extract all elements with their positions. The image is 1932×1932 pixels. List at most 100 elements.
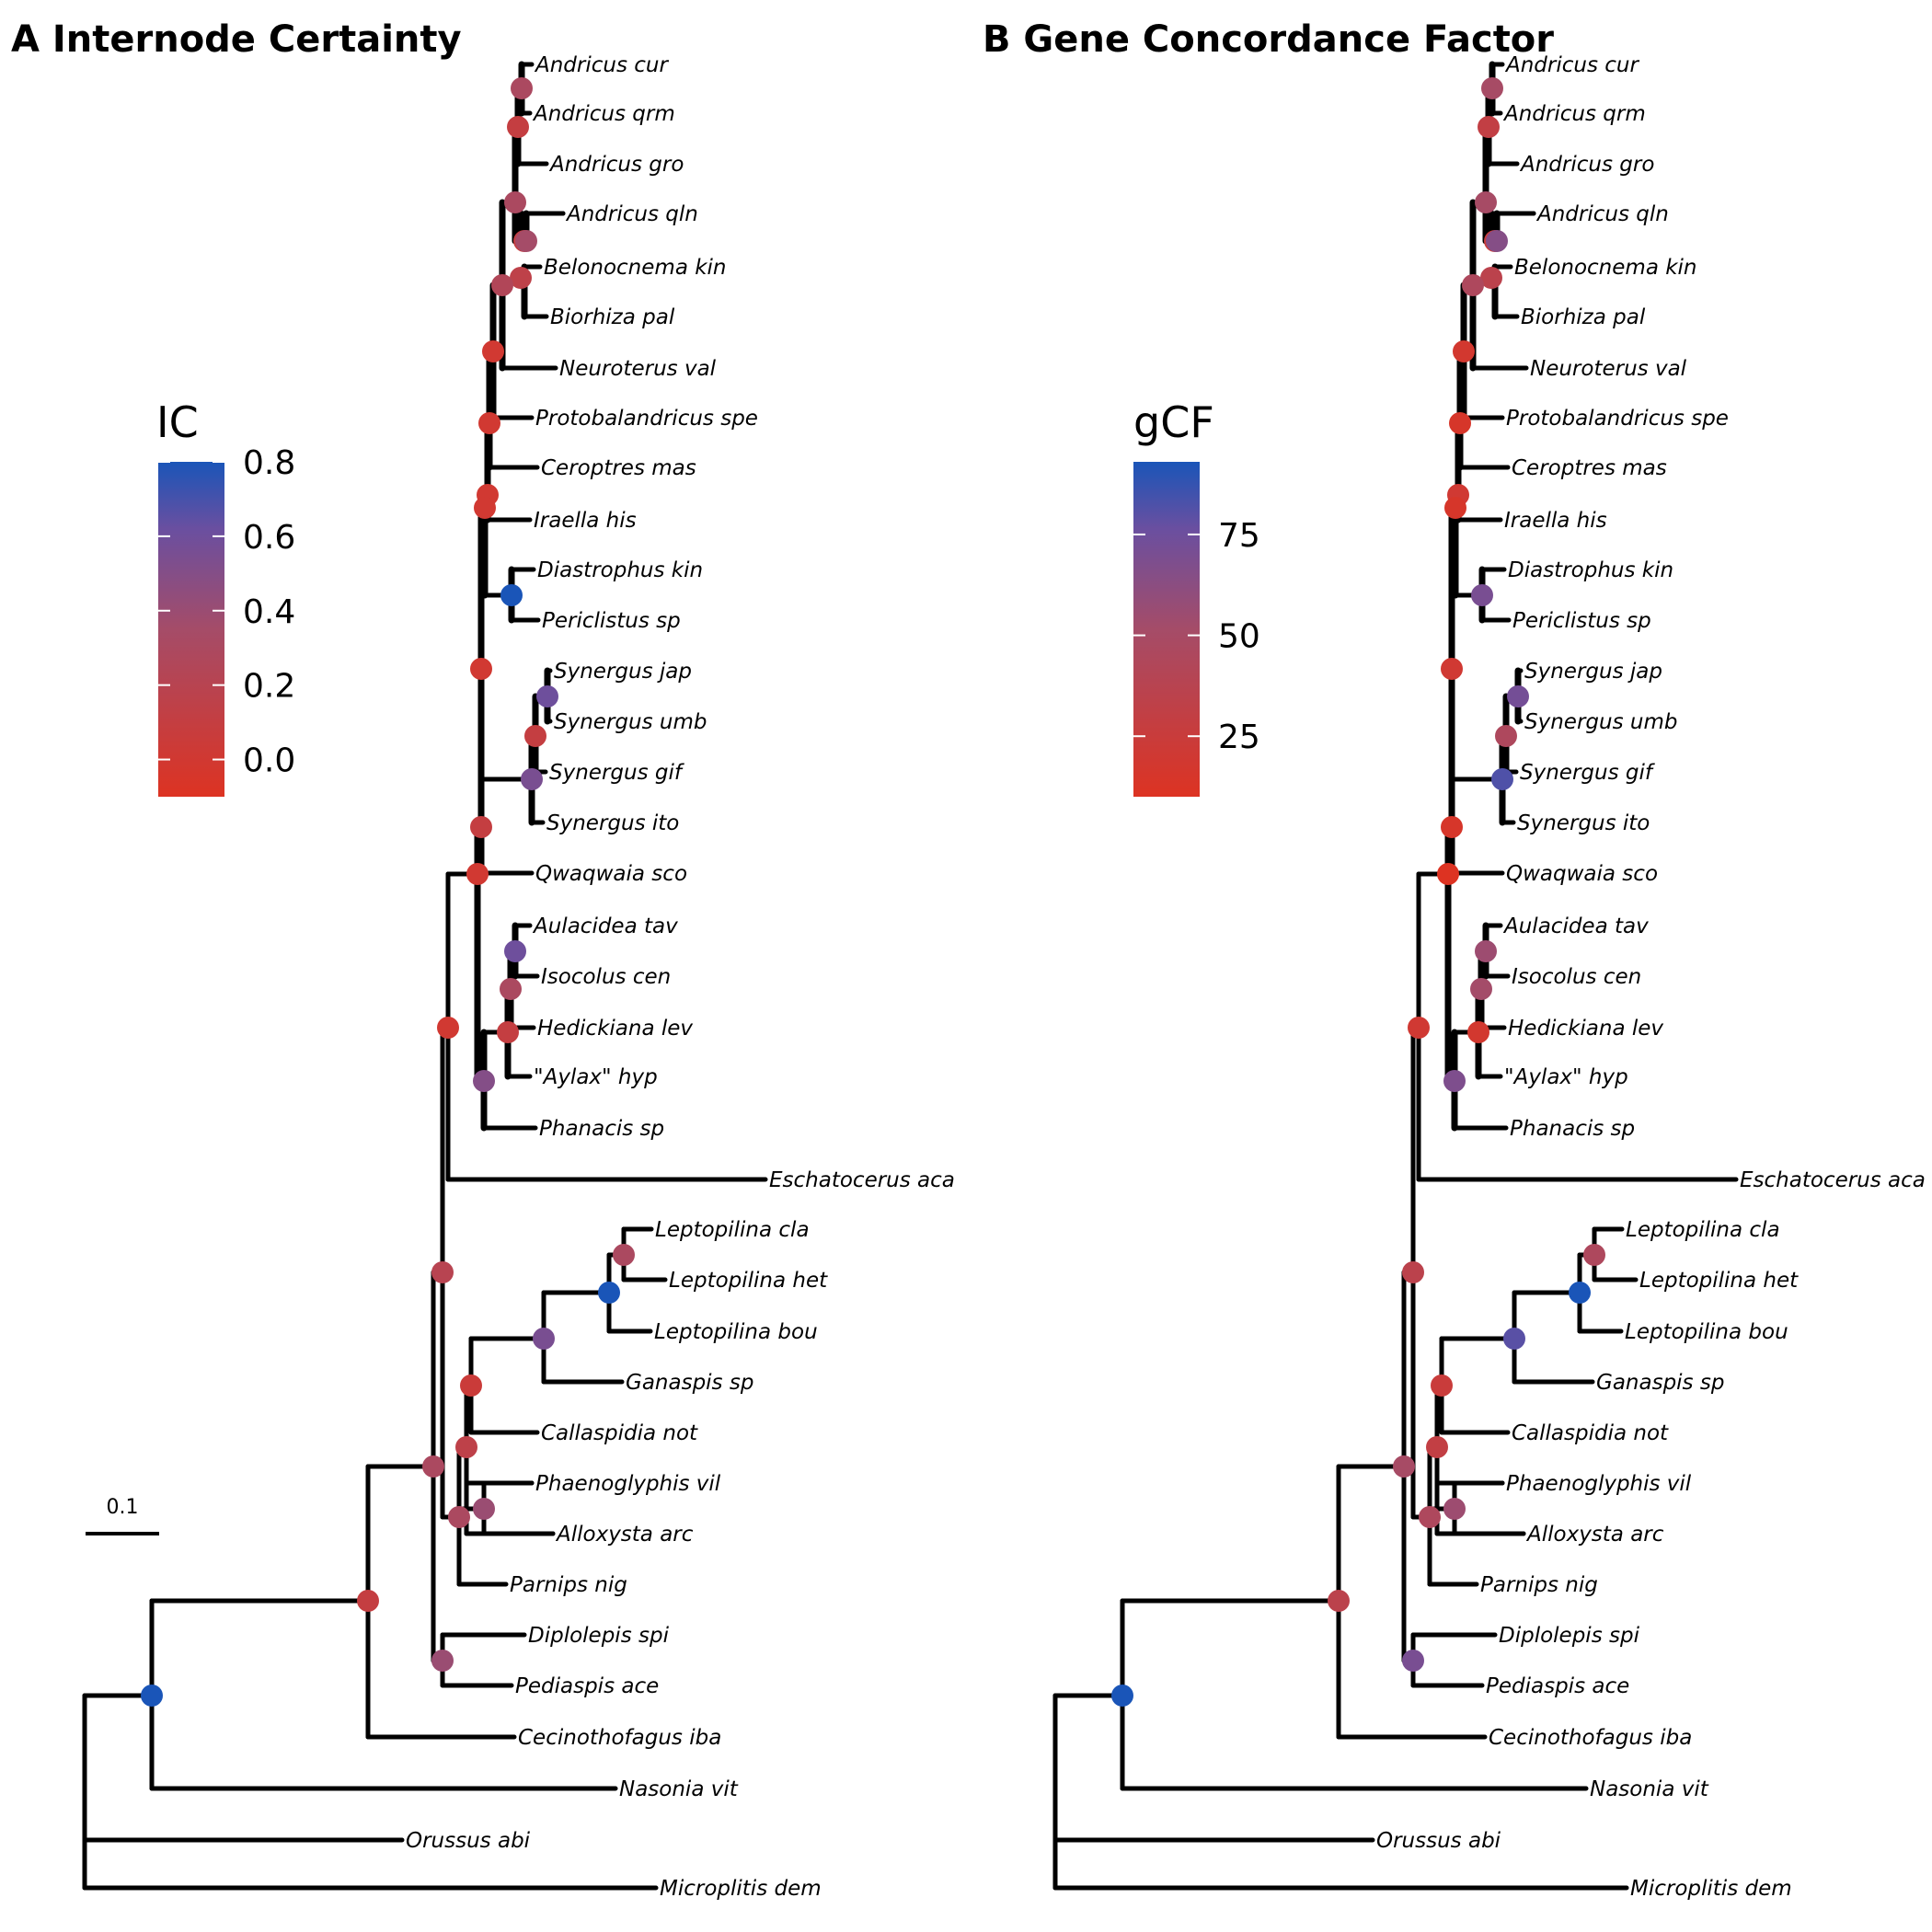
- node-support-marker: [613, 1244, 635, 1266]
- tip-label: Periclistus sp: [542, 609, 681, 633]
- legend-tick-label: 25: [1218, 719, 1260, 756]
- tip-label: Ganaspis sp: [1596, 1371, 1724, 1395]
- tip-label: Phaenoglyphis vil: [1506, 1472, 1692, 1496]
- legend-tick-label: 50: [1218, 618, 1260, 656]
- tip-label: Callaspidia not: [541, 1421, 698, 1445]
- tip-label: Andricus qrm: [532, 102, 675, 126]
- legend-tick-label: 0.0: [243, 742, 295, 780]
- node-support-marker: [455, 1436, 477, 1458]
- node-support-marker: [1426, 1436, 1448, 1458]
- tip-label: Ceroptres mas: [1512, 456, 1667, 480]
- legend-ic-title: IC: [156, 397, 199, 447]
- legend-gcf-colorbar: [1133, 462, 1200, 797]
- node-support-marker: [1443, 1498, 1466, 1520]
- node-support-marker: [1328, 1590, 1350, 1612]
- legend-gcf-title: gCF: [1133, 397, 1214, 447]
- node-support-marker: [497, 1021, 519, 1043]
- tip-label: Biorhiza pal: [1521, 305, 1646, 329]
- legend-gcf: gCF 75 50 25: [1133, 397, 1260, 797]
- node-support-marker: [1449, 412, 1471, 434]
- tip-label: Synergus jap: [1524, 660, 1662, 684]
- tip-label: Synergus gif: [1520, 761, 1655, 785]
- tip-label: Synergus jap: [554, 660, 692, 684]
- legend-ic-colorbar: [158, 462, 224, 797]
- tip-label: Andricus cur: [534, 53, 669, 77]
- tip-label: Diplolepis spi: [528, 1624, 670, 1648]
- tip-label: Qwaqwaia sco: [535, 862, 687, 886]
- tip-label: Belonocnema kin: [1514, 256, 1697, 280]
- tip-label: Neuroterus val: [559, 357, 717, 381]
- tip-label: Leptopilina cla: [1626, 1218, 1780, 1242]
- tip-label: Phaenoglyphis vil: [535, 1472, 721, 1496]
- node-support-marker: [1453, 340, 1475, 362]
- tip-label: Andricus gro: [548, 153, 684, 177]
- tip-label: Iraella his: [1504, 509, 1607, 533]
- node-support-marker: [431, 1261, 454, 1283]
- node-support-marker: [1441, 658, 1463, 680]
- node-support-marker: [470, 816, 492, 838]
- tip-label: Leptopilina het: [1639, 1269, 1799, 1293]
- node-support-marker: [1503, 1328, 1525, 1350]
- tip-label: Hedickiana lev: [537, 1017, 693, 1041]
- tip-label: Alloxysta arc: [1525, 1523, 1664, 1547]
- tip-label: Leptopilina bou: [1625, 1320, 1788, 1344]
- scale-bar-label: 0.1: [107, 1496, 139, 1519]
- node-support-marker: [1569, 1282, 1591, 1304]
- tip-label: Aulacidea tav: [532, 914, 678, 938]
- node-support-marker: [500, 978, 522, 1000]
- tip-label: Iraella his: [534, 509, 637, 533]
- node-support-marker: [1437, 863, 1459, 885]
- tip-label: Pediaspis ace: [515, 1674, 659, 1698]
- legend-ic: IC 0.8 0.6 0.4 0.2 0.0: [156, 397, 295, 797]
- node-support-marker: [473, 1070, 495, 1092]
- node-support-marker: [507, 116, 529, 138]
- tip-label: Eschatocerus aca: [1740, 1168, 1926, 1192]
- tip-label: Nasonia vit: [1590, 1777, 1709, 1801]
- tip-label: Synergus gif: [549, 761, 684, 785]
- node-support-marker: [141, 1685, 163, 1707]
- node-support-marker: [598, 1282, 620, 1304]
- node-support-marker: [536, 685, 558, 707]
- tip-label: Parnips nig: [510, 1573, 627, 1597]
- node-support-marker: [1480, 267, 1502, 289]
- tip-label: Protobalandricus spe: [535, 407, 758, 431]
- legend-tick-label: 75: [1218, 517, 1260, 555]
- node-support-marker: [491, 274, 513, 296]
- tip-label: Neuroterus val: [1530, 357, 1687, 381]
- node-support-marker: [473, 1498, 495, 1520]
- node-support-marker: [1441, 816, 1463, 838]
- node-support-marker: [1486, 230, 1508, 252]
- tip-label: Cecinothofagus iba: [1489, 1726, 1692, 1750]
- tip-label: Isocolus cen: [541, 965, 671, 989]
- tip-label: Belonocnema kin: [544, 256, 727, 280]
- node-support-marker: [1419, 1506, 1441, 1528]
- tip-label: Synergus ito: [546, 811, 679, 835]
- node-support-marker: [1475, 940, 1497, 962]
- tip-label: Hedickiana lev: [1508, 1017, 1663, 1041]
- tip-label: Andricus qln: [1535, 202, 1669, 226]
- tip-label: Andricus qln: [565, 202, 698, 226]
- tip-label: Alloxysta arc: [555, 1523, 694, 1547]
- node-support-marker: [1402, 1650, 1424, 1672]
- node-support-marker: [448, 1506, 470, 1528]
- panel-a: A Internode Certainty Andricus curAndric…: [11, 18, 955, 1901]
- legend-tick-label: 0.8: [243, 444, 295, 482]
- node-support-marker: [504, 191, 526, 213]
- node-support-marker: [1475, 191, 1497, 213]
- tip-label: Cecinothofagus iba: [518, 1726, 721, 1750]
- node-support-marker: [1507, 685, 1529, 707]
- node-support-marker: [1478, 116, 1500, 138]
- legend-tick-label: 0.2: [243, 668, 295, 706]
- tip-label: Parnips nig: [1480, 1573, 1598, 1597]
- tip-label: Ceroptres mas: [541, 456, 696, 480]
- tip-label: "Aylax" hyp: [1504, 1065, 1628, 1089]
- node-support-marker: [470, 658, 492, 680]
- node-support-marker: [1444, 497, 1466, 519]
- node-support-marker: [1111, 1685, 1133, 1707]
- tip-label: Orussus abi: [1376, 1829, 1501, 1853]
- tip-label: Diastrophus kin: [537, 558, 703, 582]
- tip-label: Eschatocerus aca: [769, 1168, 955, 1192]
- node-support-marker: [478, 412, 500, 434]
- node-support-marker: [1491, 768, 1513, 790]
